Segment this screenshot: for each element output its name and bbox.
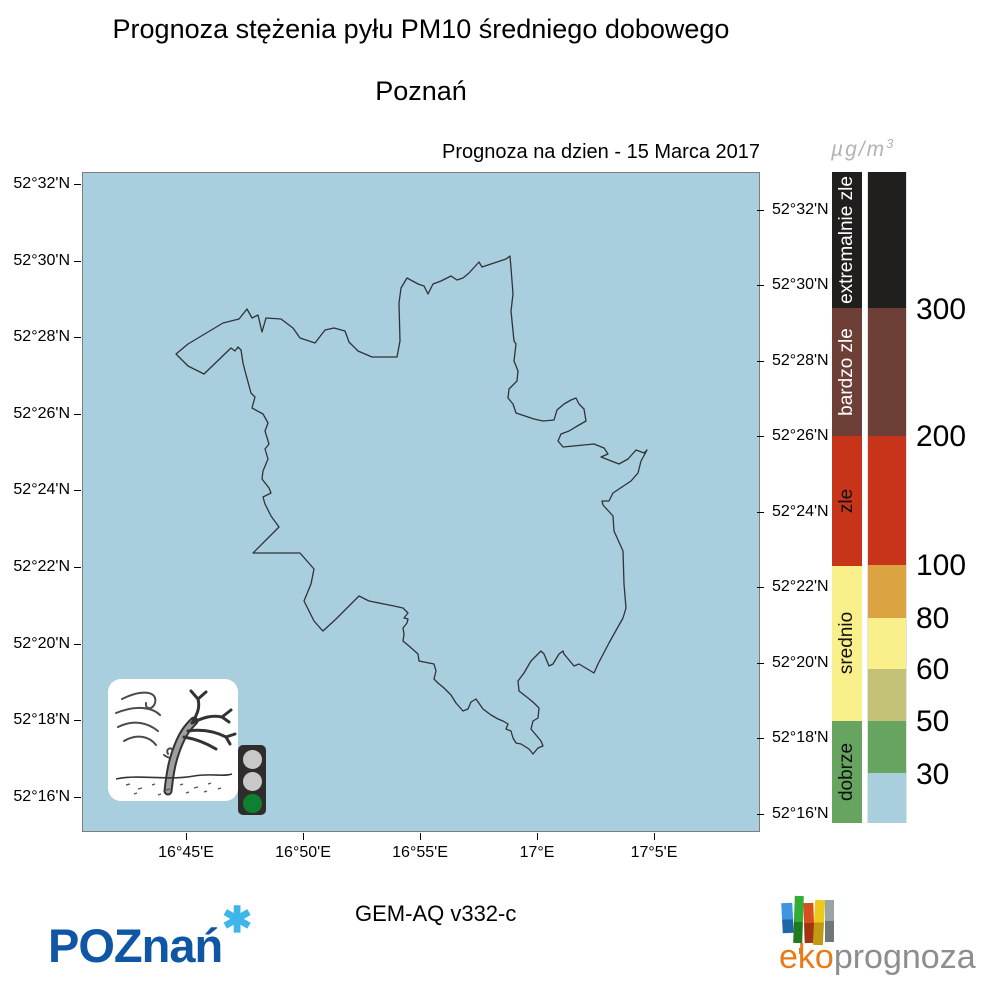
legend-category-srednio [832,566,862,721]
lat-label-right: 52°30'N [772,276,829,293]
city-name: Poznań [375,76,467,106]
legend-scale-segment [867,773,907,823]
axis-tick [303,833,304,840]
axis-tick [757,210,764,211]
traffic-light-top-lamp [242,750,262,769]
forecast-date: Prognoza na dzien - 15 Marca 2017 [442,141,760,163]
lat-label-left: 52°30'N [13,252,70,269]
legend-category-extremalnie-zle [832,172,862,308]
legend-threshold: 80 [916,602,950,635]
legend-scale-segment [867,618,907,669]
legend-threshold: 50 [916,705,950,738]
legend-category-label: extremalnie zle [836,176,857,304]
axis-tick [186,833,187,840]
axis-tick [757,436,764,437]
lat-label-left: 52°16'N [13,788,70,805]
legend-threshold: 300 [916,293,967,326]
lat-label-right: 52°24'N [772,503,829,520]
legend-category-dobrze [832,721,862,823]
legend-threshold: 100 [916,549,967,582]
page-title: Prognoza stężenia pyłu PM10 średniego do… [112,14,730,44]
city-boundary [175,255,648,755]
legend-scale-segment [867,721,907,773]
model-version: GEM-AQ v332-c [355,901,517,926]
axis-tick [757,738,764,739]
lat-label-left: 52°26'N [13,405,70,422]
legend-category-label: dobrze [836,742,857,802]
lat-label-right: 52°32'N [772,201,829,218]
lat-label-right: 52°16'N [772,805,829,822]
axis-tick [74,720,81,721]
axis-tick [757,512,764,513]
axis-tick [757,663,764,664]
legend-category-zle [832,436,862,566]
axis-tick [74,644,81,645]
lat-label-right: 52°28'N [772,352,829,369]
lat-label-left: 52°24'N [13,481,70,498]
axis-tick [74,337,81,338]
map-canvas [82,172,760,832]
poznan-logo-star-icon: ✱ [222,899,253,940]
axis-tick [654,833,655,840]
traffic-light-middle-lamp [242,772,262,791]
lat-label-left: 52°32'N [13,175,70,192]
lat-label-right: 52°22'N [772,578,829,595]
legend-threshold: 200 [916,420,967,453]
legend-scale-segment [867,308,907,436]
axis-tick [757,587,764,588]
axis-tick [74,797,81,798]
legend-category-label: bardzo zle [836,328,857,416]
lat-label-left: 52°18'N [13,711,70,728]
poznan-logo: POZnań [48,919,223,972]
axis-tick [74,567,81,568]
ekoprognoza-logo-dot [799,948,803,954]
lat-label-left: 52°28'N [13,328,70,345]
axis-tick [757,361,764,362]
legend-scale-segment [867,172,907,308]
ekoprognoza-logo-bar [781,902,794,934]
ekoprognoza-logo-bar [825,900,834,942]
traffic-light-icon [238,745,266,815]
ekoprognoza-logo-bar [793,895,804,944]
axis-tick [74,414,81,415]
lat-label-right: 52°20'N [772,654,829,671]
lat-label-right: 52°26'N [772,427,829,444]
legend-scale-segment [867,436,907,565]
lon-label: 16°45'E [158,844,214,861]
lon-label: 16°55'E [392,844,448,861]
lat-label-left: 52°22'N [13,558,70,575]
lat-label-left: 52°20'N [13,635,70,652]
lat-label-right: 52°18'N [772,729,829,746]
ekoprognoza-logo-text: ekoprognoza [779,938,976,976]
lon-label: 17°E [519,844,555,861]
legend-scale-segment [867,565,907,618]
axis-tick [420,833,421,840]
axis-tick [757,285,764,286]
axis-tick [74,184,81,185]
axis-tick [74,490,81,491]
legend-category-bardzo-zle [832,308,862,436]
traffic-light-green-lamp [242,794,262,813]
lon-label: 16°50'E [275,844,331,861]
legend-category-label: srednio [836,611,857,675]
windy-tree-icon [108,679,238,801]
legend-threshold: 60 [916,653,950,686]
axis-tick [74,261,81,262]
units-label: µg/m3 [831,136,896,161]
legend-threshold: 30 [916,758,950,791]
legend-scale-segment [867,669,907,721]
axis-tick [757,814,764,815]
legend-category-label: zle [836,488,857,514]
lon-label: 17°5'E [630,844,678,861]
axis-tick [537,833,538,840]
